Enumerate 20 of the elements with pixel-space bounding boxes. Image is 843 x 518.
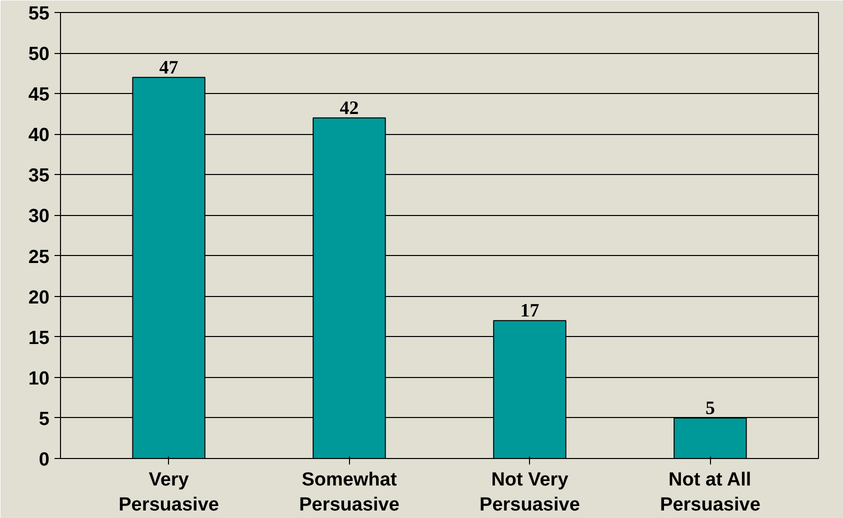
data-label: 47 <box>159 57 179 78</box>
y-tick-label: 50 <box>28 44 50 66</box>
y-tick-label: 55 <box>28 4 50 24</box>
y-tick-label: 30 <box>28 206 50 228</box>
x-tick-label: Somewhat Persuasive <box>299 470 400 516</box>
y-tick-label: 15 <box>28 328 50 349</box>
data-label: 42 <box>340 98 359 119</box>
x-tick-label: Not Very Persuasive <box>480 470 580 516</box>
data-label: 17 <box>520 300 540 322</box>
y-tick-label: 20 <box>28 287 50 308</box>
y-tick-label: 40 <box>28 125 50 146</box>
y-tick-label: 10 <box>28 368 50 390</box>
x-tick-label: Not at All Persuasive <box>660 470 760 516</box>
y-tick-label: 45 <box>28 84 50 106</box>
y-tick-label: 0 <box>38 450 50 470</box>
y-tick-label: 25 <box>28 246 50 268</box>
x-tick-label: Very Persuasive <box>118 470 219 516</box>
data-label: 5 <box>705 398 715 419</box>
y-tick-label: 5 <box>38 408 50 430</box>
y-tick-label: 35 <box>28 166 50 187</box>
